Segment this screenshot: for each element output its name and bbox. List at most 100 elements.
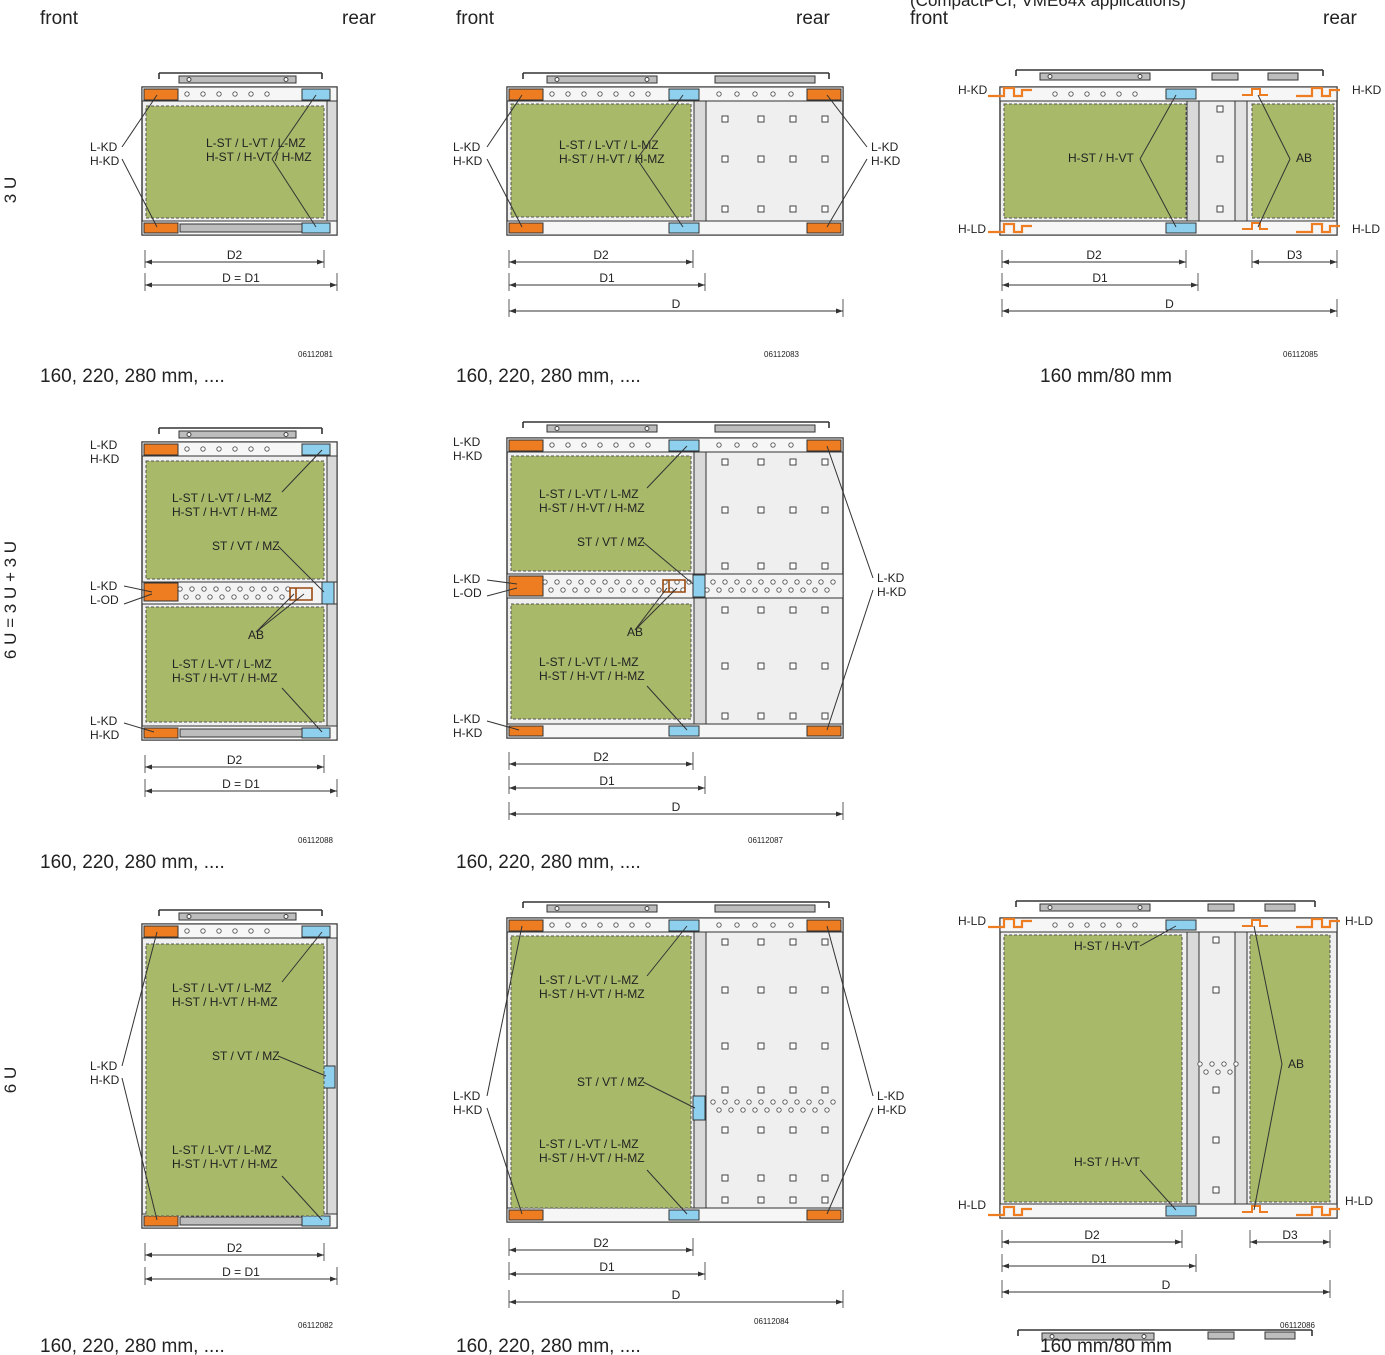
rail-hole: [788, 922, 794, 928]
middle-rail-hole: [740, 1107, 746, 1113]
rail-hole: [1116, 922, 1122, 928]
leader: [121, 1077, 158, 1221]
rear-grid-square: [789, 115, 797, 123]
rail-hole: [264, 446, 270, 452]
middle-rail-hole: [243, 594, 249, 600]
middle-rail-hole: [734, 1099, 740, 1105]
rear-kd-bottom: [301, 727, 331, 739]
middle-rail-hole: [722, 1099, 728, 1105]
leader: [121, 158, 158, 228]
front-kd-top: [143, 925, 179, 938]
rear-grid-square: [789, 1196, 797, 1204]
rail-hole: [184, 91, 190, 97]
leader: [281, 1175, 323, 1221]
middle-rail-hole: [752, 1107, 758, 1113]
slot-code-label: L-ST / L-VT / L-MZ H-ST / H-VT / H-MZ: [539, 973, 645, 1001]
front-handle-screw: [186, 914, 192, 919]
middle-rail-hole: [249, 586, 255, 592]
front-handle-rail: [178, 430, 297, 439]
rear-grid-square: [821, 1042, 829, 1050]
pcb-board: [145, 943, 325, 1217]
middle-rail-hole: [812, 1107, 818, 1113]
front-handle-screw: [554, 906, 560, 911]
leader: [281, 449, 323, 493]
guide-code-label: L-KD H-KD: [453, 140, 483, 168]
ab-label: AB: [1296, 151, 1312, 165]
middle-rail-hole: [267, 594, 273, 600]
middle-rail-hole: [830, 579, 836, 585]
mid-profile: [1186, 917, 1200, 1219]
rail-hole: [216, 446, 222, 452]
middle-rail-hole: [279, 594, 285, 600]
bottom-handle-rail: [1041, 1332, 1155, 1341]
guide-code-label: L-KD H-KD: [90, 1059, 120, 1087]
rear-grid-square: [821, 606, 829, 614]
top-rail: [141, 441, 338, 457]
pcb-board-upper: [510, 455, 692, 572]
rail-hole: [264, 91, 270, 97]
rear-grid-square: [789, 606, 797, 614]
rear-grid-square: [757, 712, 765, 720]
rear-kd-bottom: [301, 222, 331, 234]
rear-grid-square: [721, 986, 729, 994]
rear-grid-square: [721, 205, 729, 213]
slot-code-label: L-ST / L-VT / L-MZ H-ST / H-VT / H-MZ: [559, 138, 665, 166]
mid-kd-top: [1165, 919, 1197, 931]
front-kd-bottom: [143, 1215, 179, 1227]
drawing-number: 06112084: [754, 1317, 790, 1326]
h-ld-label: H-LD: [1352, 222, 1380, 236]
leader: [121, 931, 158, 1067]
dim-d3-label: D3: [1287, 248, 1303, 262]
front-handle-rail: [546, 424, 658, 433]
middle-kd-rear: [692, 574, 706, 598]
bottom-handle-screw: [1049, 1334, 1055, 1339]
rail-hole: [184, 928, 190, 934]
leader: [486, 158, 523, 228]
guide-code-label: L-KD H-KD: [453, 435, 483, 463]
middle-kd-rear: [321, 581, 335, 605]
leader: [826, 94, 868, 148]
bottom-guide: [179, 728, 319, 738]
drawing-number: 06112087: [748, 836, 784, 845]
front-handle-screw: [1047, 74, 1053, 79]
front-handle-screw: [644, 426, 650, 431]
leader: [486, 94, 523, 148]
leader: [277, 1055, 327, 1077]
middle-rail-hole: [800, 1107, 806, 1113]
rail-hole: [716, 91, 722, 97]
rear-grid-square: [821, 458, 829, 466]
middle-rail-hole: [183, 594, 189, 600]
pcb-board-upper: [145, 460, 325, 580]
dim-d2-label: D2: [227, 753, 243, 767]
rail-hole: [597, 442, 603, 448]
front-handle-screw: [186, 432, 192, 437]
middle-rail-hole: [776, 1107, 782, 1113]
rail-hole: [232, 928, 238, 934]
guide-code-label: L-KD H-KD: [90, 714, 120, 742]
rail-hole: [770, 442, 776, 448]
pcb-board: [145, 105, 325, 219]
rear-grid-square: [821, 1086, 829, 1094]
rear-grid-square: [1212, 1136, 1220, 1144]
h-ld-label: H-LD: [958, 1198, 986, 1212]
dim-d2-label: D2: [227, 248, 243, 262]
rail-hole: [1116, 91, 1122, 97]
rear-grid-square: [721, 1086, 729, 1094]
rear-grid-square: [757, 1086, 765, 1094]
leader: [486, 587, 518, 597]
rail-hole: [565, 922, 571, 928]
middle-kd-rear: [322, 1065, 336, 1089]
rail-hole: [565, 91, 571, 97]
middle-rail-hole: [728, 1107, 734, 1113]
ab-label: AB: [1288, 1057, 1304, 1071]
middle-rail-hole: [830, 1099, 836, 1105]
depth-caption: 160 mm/80 mm: [1040, 1336, 1172, 1355]
middle-kd-front: [143, 582, 179, 602]
rail-hole: [734, 922, 740, 928]
pcb-board: [1003, 103, 1187, 219]
rear-grid-square: [789, 506, 797, 514]
middle-rail-hole: [560, 587, 566, 593]
dim-d2-label: D2: [1086, 248, 1102, 262]
rear-grid-square: [821, 662, 829, 670]
